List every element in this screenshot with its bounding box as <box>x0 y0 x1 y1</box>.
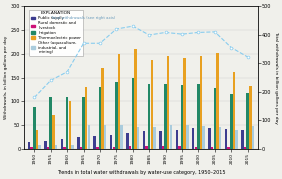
Bar <box>52 115 55 149</box>
Bar <box>69 101 71 149</box>
Bar <box>47 147 49 149</box>
Bar <box>129 146 131 149</box>
Bar <box>200 56 202 149</box>
Bar <box>36 130 38 149</box>
Text: Total withdrawals (see right axis): Total withdrawals (see right axis) <box>51 16 116 20</box>
Bar <box>55 145 57 149</box>
Bar <box>30 147 33 149</box>
Bar <box>227 147 230 149</box>
Bar <box>38 145 41 149</box>
Bar <box>93 136 96 149</box>
Bar <box>186 125 189 149</box>
Bar <box>110 135 113 149</box>
Bar <box>235 130 238 149</box>
Bar <box>164 84 167 149</box>
Bar <box>213 88 216 149</box>
Bar <box>118 54 120 149</box>
Bar <box>126 133 129 149</box>
Bar <box>162 146 164 149</box>
Bar <box>151 60 153 149</box>
Bar <box>61 139 63 149</box>
Bar <box>131 78 134 149</box>
Bar <box>137 127 139 149</box>
Bar <box>80 147 82 149</box>
Bar <box>211 147 213 149</box>
Bar <box>183 59 186 149</box>
Bar <box>115 82 118 149</box>
Bar <box>181 85 183 149</box>
Bar <box>82 96 85 149</box>
Bar <box>244 147 246 149</box>
Bar <box>219 127 221 149</box>
Bar <box>249 86 252 149</box>
Bar <box>50 96 52 149</box>
Bar <box>159 131 162 149</box>
Bar <box>153 127 156 149</box>
Bar <box>169 125 172 149</box>
Bar <box>66 96 69 149</box>
Bar <box>44 141 47 149</box>
Bar <box>178 146 181 149</box>
Bar <box>175 130 178 149</box>
Bar <box>246 93 249 149</box>
Bar <box>88 125 90 149</box>
Bar <box>148 84 151 149</box>
Bar <box>104 125 107 149</box>
Bar <box>77 137 80 149</box>
Bar <box>120 125 123 149</box>
Bar <box>63 147 66 149</box>
Bar <box>71 145 74 149</box>
Bar <box>167 56 169 149</box>
Bar <box>99 87 101 149</box>
Bar <box>192 128 194 149</box>
Bar <box>33 107 36 149</box>
Bar <box>101 68 104 149</box>
Bar <box>216 53 219 149</box>
Bar <box>197 84 200 149</box>
Bar <box>241 130 244 149</box>
Bar <box>225 129 227 149</box>
Bar <box>96 147 99 149</box>
Bar <box>252 126 254 149</box>
Bar <box>202 126 205 149</box>
Bar <box>208 128 211 149</box>
Bar <box>28 142 30 149</box>
Bar <box>233 72 235 149</box>
Bar <box>145 146 148 149</box>
Legend: Public supply, Rural domestic and
livestock, Irrigation, Thermoelectric power, O: Public supply, Rural domestic and livest… <box>29 9 83 56</box>
Y-axis label: Total withdrawals in billion gallons per day: Total withdrawals in billion gallons per… <box>274 31 278 124</box>
X-axis label: Trends in total water withdrawals by water-use category, 1950–2015: Trends in total water withdrawals by wat… <box>57 170 225 175</box>
Bar <box>85 87 87 149</box>
Bar <box>143 131 145 149</box>
Y-axis label: Withdrawals, in billion gallons per day: Withdrawals, in billion gallons per day <box>4 36 8 119</box>
Bar <box>134 49 137 149</box>
Bar <box>113 147 115 149</box>
Bar <box>195 147 197 149</box>
Bar <box>230 94 232 149</box>
